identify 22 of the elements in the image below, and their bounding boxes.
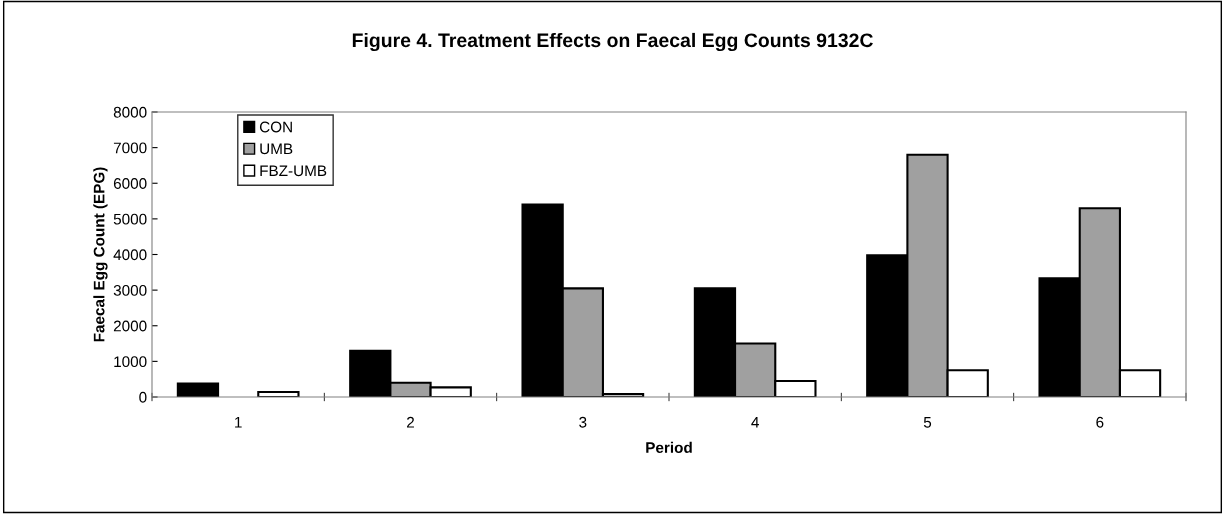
- y-tick-label: 5000: [113, 213, 147, 225]
- y-tick-label: 0: [139, 391, 147, 403]
- x-tick-label: 1: [235, 417, 242, 428]
- chart-title: Figure 4. Treatment Effects on Faecal Egg Counts 9132C: [352, 32, 873, 52]
- legend-label: FBZ-UMB: [260, 165, 327, 177]
- y-tick-label: 6000: [113, 178, 147, 189]
- y-axis-title: Faecal Egg Count (EPG): [93, 167, 108, 342]
- x-tick-label: 5: [923, 417, 932, 428]
- legend-label: CON: [259, 121, 292, 133]
- x-tick-label: 4: [751, 417, 759, 428]
- y-tick-label: 7000: [113, 142, 147, 154]
- y-tick-label: 3000: [113, 284, 147, 296]
- bar: [176, 382, 220, 397]
- x-axis-title: Period: [646, 441, 692, 454]
- x-tick-label: 3: [579, 416, 587, 428]
- x-tick-label: 2: [407, 416, 414, 428]
- x-tick-label: 6: [1096, 416, 1104, 428]
- y-tick-label: 4000: [113, 249, 147, 261]
- y-tick-label: 2000: [113, 320, 147, 332]
- legend-label: UMB: [260, 143, 293, 155]
- y-tick-label: 1000: [114, 356, 147, 368]
- y-tick-label: 8000: [113, 106, 147, 118]
